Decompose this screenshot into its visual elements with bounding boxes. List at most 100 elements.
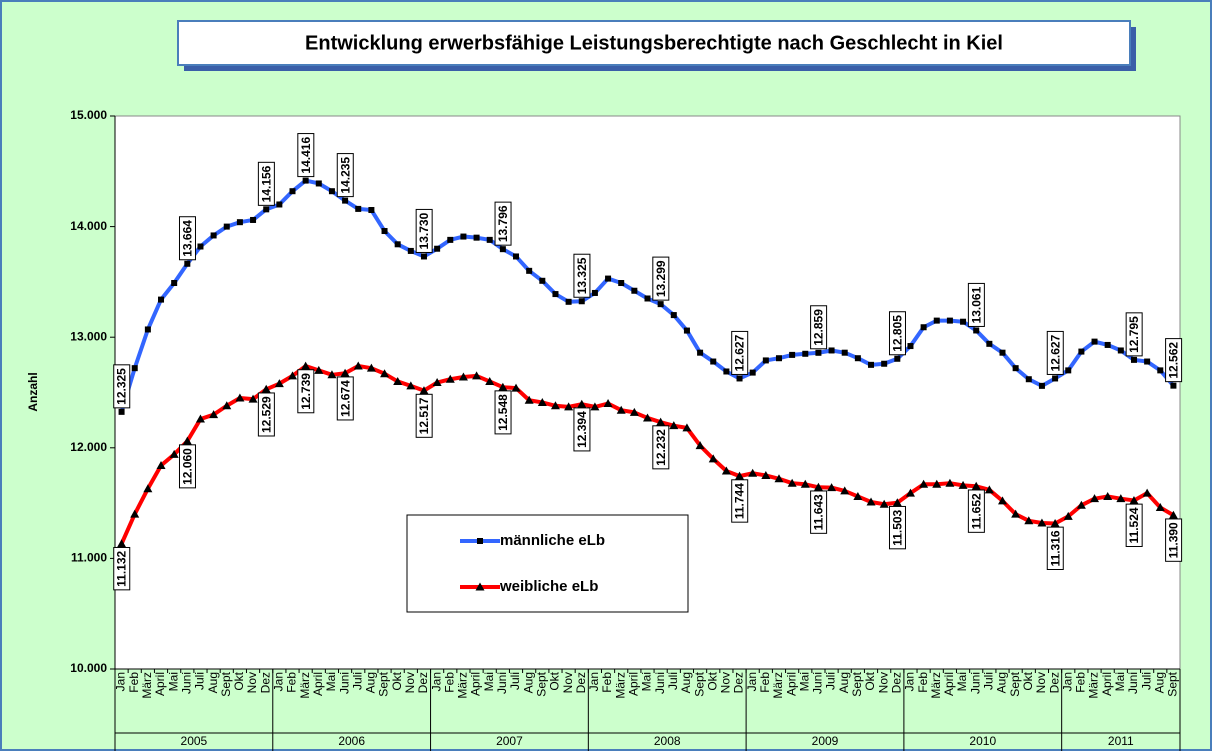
x-tick-label: Sept xyxy=(850,671,864,696)
point xyxy=(184,260,191,267)
value-label: 14.235 xyxy=(336,153,354,198)
point xyxy=(513,253,520,260)
point xyxy=(999,349,1006,356)
point xyxy=(761,470,771,479)
value-label-text: 13.325 xyxy=(575,257,589,294)
x-tick-label: Mai xyxy=(955,672,969,691)
x-tick-label: Juli xyxy=(824,672,838,690)
point xyxy=(420,253,427,260)
x-tick-label: Sept xyxy=(1166,671,1180,696)
year-label: 2006 xyxy=(338,734,365,748)
x-tick-label: Juni xyxy=(653,672,667,694)
point xyxy=(144,326,151,333)
legend-box xyxy=(406,514,689,613)
x-tick-label: März xyxy=(298,672,312,699)
point xyxy=(130,509,140,518)
x-tick-label: Sept xyxy=(692,671,706,696)
x-tick-label: Juli xyxy=(666,672,680,690)
point xyxy=(539,277,546,284)
x-tick-label: März xyxy=(456,672,470,699)
x-tick-label: Juli xyxy=(508,672,522,690)
value-label-box xyxy=(652,425,670,470)
value-label-box xyxy=(652,256,670,301)
x-tick-label: Dez xyxy=(258,672,272,693)
x-tick-label: Jan xyxy=(745,672,759,691)
point xyxy=(314,365,324,374)
value-label: 11.503 xyxy=(888,505,906,550)
value-label: 12.060 xyxy=(178,444,196,489)
value-label-text: 12.517 xyxy=(417,397,431,434)
value-label-text: 12.674 xyxy=(338,380,352,417)
point xyxy=(511,383,521,392)
point xyxy=(670,312,677,319)
value-label: 13.325 xyxy=(573,253,591,298)
value-label: 11.643 xyxy=(810,490,828,534)
point xyxy=(933,317,940,324)
x-tick-label: Feb xyxy=(1074,672,1088,693)
value-label-box xyxy=(1125,503,1143,547)
value-label-text: 12.060 xyxy=(180,448,194,485)
point xyxy=(840,486,850,495)
value-label: 12.517 xyxy=(415,393,433,438)
value-label-text: 11.643 xyxy=(812,494,826,530)
value-label-text: 12.739 xyxy=(299,373,313,410)
x-tick-label: Mai xyxy=(1113,672,1127,691)
point xyxy=(1103,491,1113,500)
x-tick-label: Nov xyxy=(561,672,575,693)
point xyxy=(683,327,690,334)
point xyxy=(905,488,915,497)
value-label-box xyxy=(888,311,906,356)
x-tick-label: Okt xyxy=(232,671,246,690)
point xyxy=(892,498,902,507)
point xyxy=(1104,341,1111,348)
value-label-box xyxy=(1125,312,1143,357)
value-label-text: 12.805 xyxy=(890,315,904,352)
point xyxy=(919,479,929,488)
point xyxy=(723,368,730,375)
value-label: 11.652 xyxy=(967,489,985,533)
point xyxy=(1052,375,1059,382)
x-tick-label: Dez xyxy=(732,672,746,693)
point xyxy=(1078,348,1085,355)
value-label-text: 12.627 xyxy=(1048,334,1062,371)
value-label-text: 12.795 xyxy=(1127,316,1141,353)
x-tick-label: Feb xyxy=(442,672,456,693)
x-tick-label: Mai xyxy=(797,672,811,691)
point xyxy=(973,327,980,334)
value-label-text: 12.562 xyxy=(1167,342,1181,379)
point xyxy=(616,405,626,414)
point xyxy=(986,340,993,347)
x-tick-label: Nov xyxy=(245,672,259,693)
value-label-box xyxy=(1165,338,1183,383)
point xyxy=(802,350,809,357)
value-label-text: 13.730 xyxy=(417,212,431,249)
y-tick-label: 10.000 xyxy=(70,661,107,675)
point xyxy=(366,363,376,372)
point xyxy=(263,206,270,213)
x-tick-label: Sept xyxy=(1008,671,1022,696)
point xyxy=(971,481,981,490)
x-tick-label: Jan xyxy=(903,672,917,691)
x-tick-label: Okt xyxy=(390,671,404,690)
point xyxy=(577,399,587,408)
y-tick-label: 14.000 xyxy=(70,219,107,233)
point xyxy=(477,538,483,544)
point xyxy=(578,298,585,305)
x-tick-label: Jan xyxy=(587,672,601,691)
point xyxy=(327,370,337,379)
point xyxy=(537,397,547,406)
x-tick-label: März xyxy=(929,672,943,699)
point xyxy=(235,393,245,402)
value-label-text: 13.796 xyxy=(496,205,510,242)
value-label-text: 11.744 xyxy=(733,483,747,519)
point xyxy=(394,241,401,248)
point xyxy=(156,460,166,469)
point xyxy=(735,471,745,480)
x-tick-label: März xyxy=(1087,672,1101,699)
value-label-text: 14.416 xyxy=(299,137,313,174)
value-label: 13.730 xyxy=(415,208,433,253)
value-label-text: 11.316 xyxy=(1048,530,1062,566)
point xyxy=(591,289,598,296)
value-label-box xyxy=(494,390,512,435)
